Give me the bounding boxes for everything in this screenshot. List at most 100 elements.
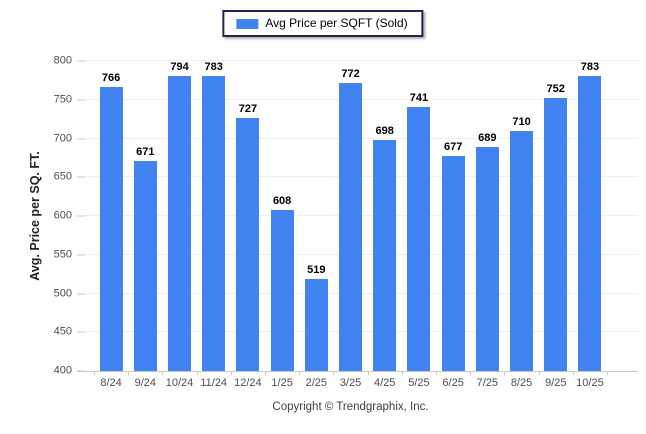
x-tick-mark	[94, 371, 95, 375]
bar-slot: 766	[94, 61, 128, 371]
x-tick-mark	[333, 371, 335, 375]
bar-value-label: 783	[580, 61, 600, 73]
bar-value-label: 727	[238, 102, 258, 115]
y-tick-mark	[77, 331, 85, 333]
y-tick-mark	[77, 293, 85, 294]
x-tick-mark	[230, 371, 232, 375]
y-tick-label: 650	[53, 170, 72, 183]
y-tick-mark	[77, 138, 85, 139]
legend-label: Avg Price per SQFT (Sold)	[265, 16, 408, 30]
bar	[510, 130, 534, 371]
bar-slot: 519	[299, 61, 333, 371]
x-tick-mark	[367, 371, 369, 375]
x-tick-label: 1/25	[271, 377, 293, 389]
bar	[304, 278, 328, 371]
bar-slot: 772	[333, 61, 367, 371]
y-tick-label: 600	[53, 209, 72, 222]
bar	[270, 209, 294, 371]
bar-slot: 752	[539, 61, 573, 371]
bar-slot: 671	[128, 61, 162, 371]
bar-value-label: 772	[341, 67, 360, 80]
x-tick-mark	[436, 371, 437, 375]
y-tick-label: 550	[53, 248, 72, 261]
bar	[475, 147, 499, 371]
y-tick-marks	[77, 60, 85, 372]
bar-value-label: 689	[478, 132, 497, 144]
bar-value-label: 741	[409, 91, 429, 104]
y-tick-label: 700	[53, 132, 72, 144]
x-tick-mark	[401, 371, 403, 375]
y-axis-labels: 400 450 500 550 600 650 700 750 800	[0, 55, 72, 376]
y-tick-mark	[77, 176, 85, 178]
x-axis-labels: 8/24 9/24 10/24 11/24 12/24 1/25 2/25 3/25 4/25 5…	[94, 377, 607, 389]
bar-slot: 794	[162, 61, 196, 371]
x-tick-label: 3/25	[339, 377, 362, 389]
y-tick-label: 450	[53, 325, 72, 338]
bar-slot: 608	[265, 61, 299, 371]
y-tick-mark	[77, 99, 85, 101]
x-tick-label: 12/24	[234, 377, 262, 389]
bar	[578, 76, 602, 371]
bar	[544, 98, 568, 371]
x-tick-mark	[162, 371, 164, 375]
bar-slot: 698	[368, 61, 402, 371]
x-tick-mark	[128, 371, 130, 375]
bar	[236, 117, 260, 371]
bar-value-label: 608	[272, 194, 292, 207]
y-tick-label: 400	[53, 364, 72, 377]
x-tick-mark	[538, 371, 540, 375]
y-tick-mark	[77, 254, 85, 256]
x-tick-label: 10/25	[576, 377, 604, 389]
gridline	[85, 60, 638, 61]
bar-slot: 710	[504, 61, 538, 371]
bar-slot: 741	[402, 61, 436, 371]
y-tick-label: 800	[53, 54, 72, 67]
x-tick-marks	[94, 371, 608, 375]
x-tick-label: 5/25	[408, 377, 430, 389]
x-tick-mark	[299, 371, 301, 375]
x-tick-mark	[196, 371, 198, 375]
bar-value-label: 519	[307, 263, 326, 276]
x-tick-label: 8/24	[100, 377, 122, 389]
bar-slot: 727	[231, 61, 265, 371]
bar-value-label: 671	[136, 146, 155, 158]
x-tick-label: 2/25	[305, 377, 328, 389]
x-tick-label: 11/24	[200, 377, 228, 389]
bar-slot: 689	[470, 61, 504, 371]
bar-value-label: 766	[101, 72, 121, 85]
y-tick-mark	[77, 60, 85, 62]
bar-slot: 677	[436, 61, 470, 371]
x-tick-label: 9/24	[134, 377, 157, 389]
x-tick-label: 6/25	[442, 377, 464, 389]
x-tick-mark	[470, 371, 472, 375]
bar-slot: 783	[573, 61, 607, 371]
x-tick-label: 8/25	[510, 377, 533, 389]
bar-value-label: 698	[375, 125, 394, 138]
y-tick-label: 750	[53, 93, 72, 106]
legend: Avg Price per SQFT (Sold)	[222, 10, 424, 37]
bar	[373, 140, 397, 371]
bar	[202, 76, 226, 371]
bar	[339, 82, 363, 371]
bar-value-label: 794	[170, 61, 189, 73]
y-tick-label: 500	[53, 287, 72, 299]
x-axis-line	[77, 371, 638, 372]
x-tick-label: 9/25	[545, 377, 567, 389]
bar-value-label: 677	[443, 141, 463, 154]
x-tick-label: 10/24	[165, 377, 194, 389]
bar	[168, 76, 191, 371]
bar	[133, 161, 157, 371]
x-tick-mark	[572, 371, 574, 375]
bar-value-label: 710	[512, 115, 531, 128]
y-tick-mark	[77, 215, 85, 217]
bar	[99, 87, 123, 371]
x-tick-mark	[504, 371, 506, 375]
bar-value-label: 783	[204, 61, 223, 73]
x-tick-label: 7/25	[476, 377, 499, 389]
bars-layer: 766 671 794 783 727 608 519 772 698 741 677 689 710 7…	[94, 61, 607, 371]
x-tick-mark	[607, 371, 608, 375]
legend-swatch	[236, 18, 259, 29]
bar	[441, 156, 465, 371]
bar	[407, 106, 431, 371]
